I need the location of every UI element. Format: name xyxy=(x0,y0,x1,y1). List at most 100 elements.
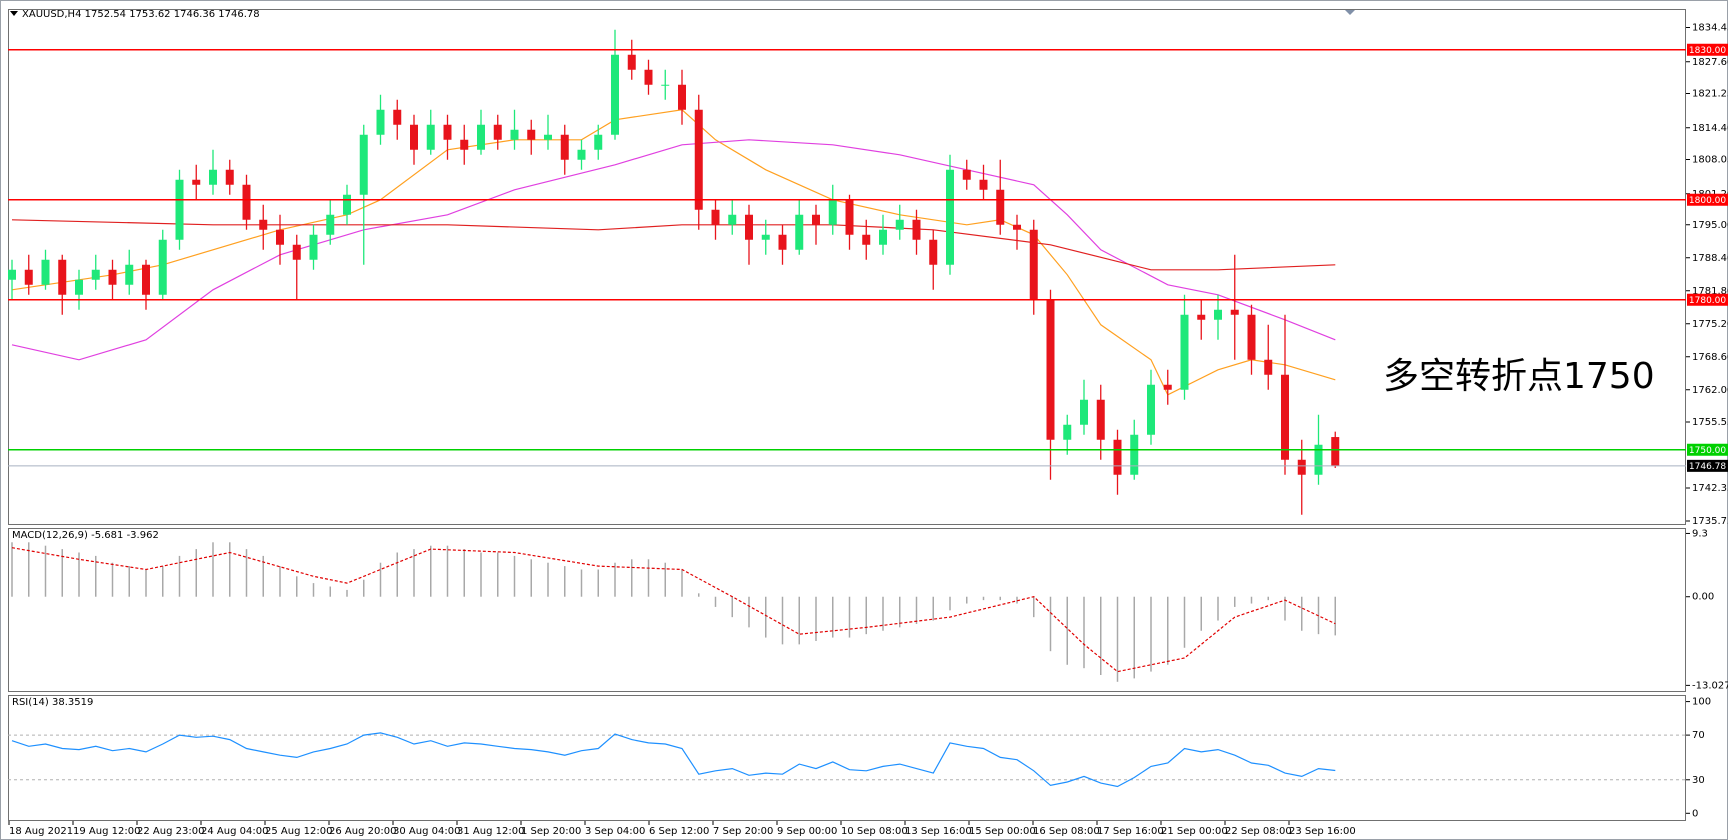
candle-body xyxy=(946,169,954,265)
candle-body xyxy=(393,109,402,125)
level-box xyxy=(1687,293,1728,306)
candle-body xyxy=(209,169,217,185)
candle-body xyxy=(1063,424,1072,440)
y-tick-label: 1827.60 xyxy=(1692,57,1728,68)
y-tick-label: 1735.75 xyxy=(1692,516,1728,527)
x-tick-label: 16 Sep 08:00 xyxy=(1033,826,1100,837)
candle-body xyxy=(460,139,469,150)
x-tick-label: 25 Aug 12:00 xyxy=(265,826,332,837)
candle-body xyxy=(192,179,201,185)
y-tick-label: 0.00 xyxy=(1692,592,1714,603)
candle-body xyxy=(158,239,167,295)
candle-body xyxy=(1113,439,1122,475)
low: 1746.36 xyxy=(174,9,215,20)
annotation: 多空转折点1750 xyxy=(1383,356,1655,397)
candle-body xyxy=(661,84,670,86)
candle-body xyxy=(795,214,804,250)
x-tick-label: 1 Sep 20:00 xyxy=(521,826,581,837)
x-tick-label: 31 Aug 12:00 xyxy=(457,826,524,837)
candle-body xyxy=(58,259,67,295)
level-label: 1750.00 xyxy=(1689,446,1726,456)
candle-body xyxy=(1247,314,1256,360)
candle-body xyxy=(728,214,737,225)
candle-body xyxy=(326,214,335,235)
candle-body xyxy=(41,259,50,285)
candle-body xyxy=(1163,384,1172,390)
moving-average xyxy=(11,139,1336,361)
y-tick-label: 1775.20 xyxy=(1692,319,1728,330)
candle-body xyxy=(477,124,485,150)
candle-body xyxy=(761,234,770,240)
candle-body xyxy=(962,169,971,180)
macd-header: MACD(12,26,9) -5.681 -3.962 xyxy=(12,530,159,541)
candle-body xyxy=(1130,434,1139,475)
candle-body xyxy=(242,184,251,220)
candle-body xyxy=(929,239,938,265)
level-box xyxy=(1687,459,1728,472)
x-tick-label: 19 Aug 12:00 xyxy=(73,826,140,837)
candle-body xyxy=(1046,299,1055,440)
header-marker xyxy=(10,11,18,16)
candle-body xyxy=(577,149,586,160)
candle-body xyxy=(678,84,686,110)
candle-body xyxy=(309,234,318,260)
candle-body xyxy=(527,129,536,140)
candle-body xyxy=(259,219,268,230)
candle-body xyxy=(276,229,284,245)
x-tick-label: 30 Aug 04:00 xyxy=(393,826,460,837)
candle-body xyxy=(912,219,921,240)
x-tick-label: 22 Sep 08:00 xyxy=(1225,826,1292,837)
y-tick-label: 1762.00 xyxy=(1692,385,1728,396)
y-tick-label: 0 xyxy=(1692,808,1698,819)
candle-body xyxy=(510,129,519,140)
candle-body xyxy=(24,269,33,285)
level-label: 1830.00 xyxy=(1689,46,1726,56)
symbol: XAUUSD,H4 xyxy=(22,9,81,20)
y-tick-label: 1755.55 xyxy=(1692,417,1728,428)
candle-body xyxy=(1314,444,1323,475)
x-tick-label: 3 Sep 04:00 xyxy=(585,826,645,837)
candle-body xyxy=(1230,309,1239,315)
candle-body xyxy=(996,189,1005,225)
candle-body xyxy=(1029,229,1038,300)
candle-body xyxy=(1013,224,1021,230)
candle-body xyxy=(443,124,452,140)
y-tick-label: 100 xyxy=(1692,697,1711,708)
rsi-header: RSI(14) 38.3519 xyxy=(12,697,93,708)
candle-body xyxy=(8,269,16,280)
candle-body xyxy=(544,134,552,140)
y-tick-label: 1808.05 xyxy=(1692,155,1728,166)
candle-body xyxy=(1180,314,1189,390)
x-tick-label: 23 Sep 16:00 xyxy=(1289,826,1356,837)
candle-body xyxy=(845,199,854,235)
candle-body xyxy=(778,234,787,250)
candle-body xyxy=(91,269,100,280)
x-tick-label: 9 Sep 00:00 xyxy=(777,826,837,837)
candle-body xyxy=(108,269,117,285)
price-panel xyxy=(8,9,1686,525)
x-tick-label: 13 Sep 16:00 xyxy=(905,826,972,837)
candle-body xyxy=(879,229,887,245)
candle-body xyxy=(1214,309,1222,320)
candle-body xyxy=(292,244,301,260)
candle-body xyxy=(711,209,720,225)
y-tick-label: 1795.00 xyxy=(1692,220,1728,231)
candle-body xyxy=(745,214,753,240)
candle-body xyxy=(627,54,636,70)
level-box xyxy=(1687,43,1728,56)
candle-body xyxy=(694,109,703,210)
candle-body xyxy=(560,134,569,160)
candle-body xyxy=(1281,374,1289,460)
candle-body xyxy=(125,264,134,285)
y-tick-label: 1814.40 xyxy=(1692,123,1728,134)
x-tick-label: 26 Aug 20:00 xyxy=(329,826,396,837)
level-label: 1800.00 xyxy=(1689,196,1726,206)
candle-body xyxy=(142,264,150,295)
candle-body xyxy=(594,134,603,150)
x-tick-label: 22 Aug 23:00 xyxy=(137,826,204,837)
x-tick-label: 24 Aug 04:00 xyxy=(201,826,268,837)
x-tick-label: 17 Sep 16:00 xyxy=(1097,826,1164,837)
level-box xyxy=(1687,443,1728,456)
rsi-line xyxy=(11,732,1336,788)
